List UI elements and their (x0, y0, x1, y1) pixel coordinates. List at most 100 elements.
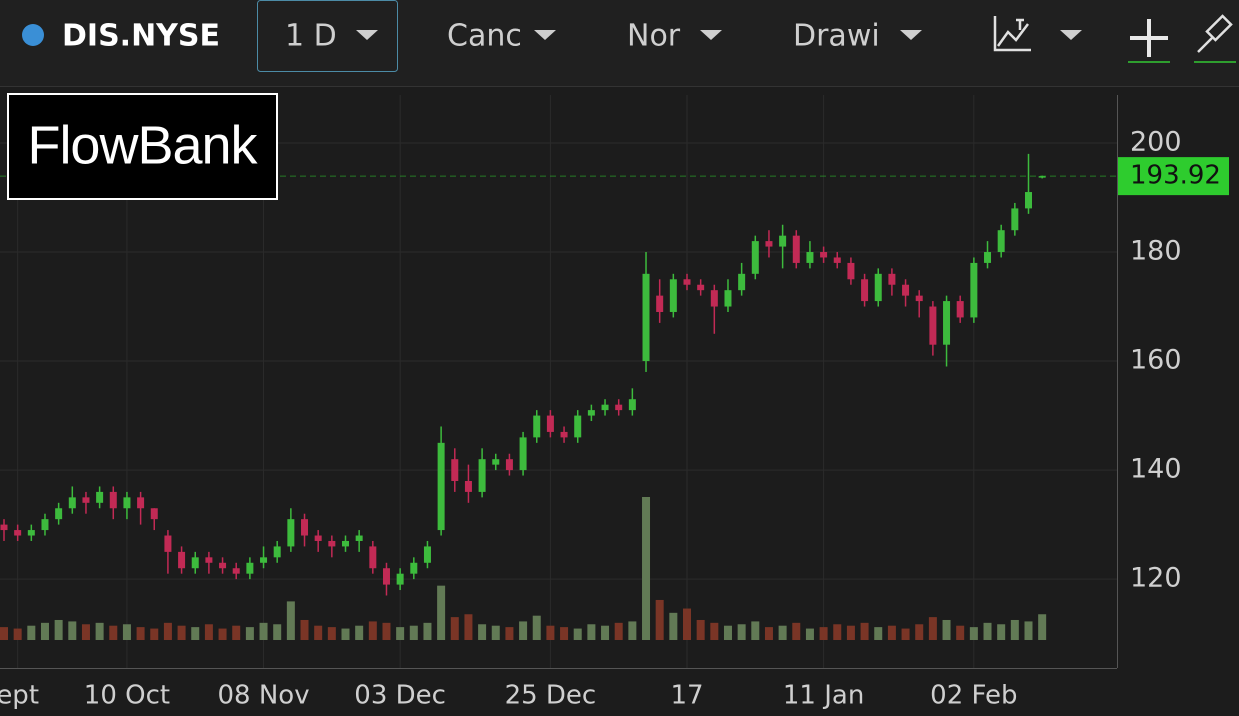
volume-bar (355, 625, 364, 640)
candle-body (683, 279, 691, 285)
caret[interactable] (900, 30, 922, 40)
volume-bar (683, 608, 691, 640)
candle-body (328, 540, 336, 547)
volume-bar (915, 624, 924, 640)
volume-bar (1038, 614, 1047, 640)
candle-body (382, 568, 390, 585)
volume-bar (669, 612, 678, 640)
volume-bar (218, 628, 227, 640)
candle-body (929, 306, 937, 345)
volume-bar (204, 624, 213, 640)
x-tick-label: 02 Feb (930, 681, 1017, 711)
volume-bar (628, 621, 637, 640)
candle-body (546, 415, 554, 432)
candle-body (738, 273, 746, 291)
caret[interactable] (356, 30, 378, 40)
candle-body (150, 508, 158, 520)
volume-bar (478, 624, 487, 640)
volume-bar (819, 627, 828, 640)
volume-bar (54, 619, 63, 640)
candle-body (779, 235, 787, 247)
volume-bar (983, 622, 992, 640)
candle-body (1011, 208, 1019, 231)
candle-body (628, 399, 636, 411)
candle-body (847, 262, 855, 280)
candle-body (943, 301, 951, 345)
hammer-icon[interactable] (1197, 14, 1233, 53)
volume-bar (437, 585, 446, 640)
y-tick-label: 140 (1130, 454, 1182, 485)
candle-body (246, 562, 254, 574)
candle-body (451, 459, 459, 481)
chart-style[interactable]: Canc (447, 19, 522, 54)
volume-bar (696, 619, 705, 640)
add-icon[interactable] (1130, 19, 1168, 57)
volume-bar (573, 628, 582, 640)
candle-body (232, 568, 240, 574)
caret[interactable] (534, 30, 556, 40)
volume-bar (655, 599, 664, 640)
candle-body (396, 573, 404, 585)
volume-bar (396, 627, 405, 640)
candle-body (984, 252, 992, 263)
volume-bar (792, 622, 801, 640)
status-dot (22, 24, 44, 46)
volume-bar (95, 622, 104, 640)
candle-body (669, 279, 677, 312)
interval-box[interactable] (257, 0, 398, 72)
candle-body (260, 557, 268, 563)
candle-body (765, 241, 773, 247)
candle-body (1038, 176, 1046, 178)
scale-mode[interactable]: Nor (627, 19, 681, 54)
candle-body (956, 301, 964, 318)
candle-body (874, 273, 882, 302)
volume-bar (450, 617, 459, 640)
candle-body (997, 230, 1005, 253)
candle-body (423, 546, 431, 563)
drawing-menu[interactable]: Drawi (793, 19, 880, 54)
volume-bar (136, 627, 145, 640)
caret[interactable] (1060, 30, 1082, 40)
candle-body (519, 437, 527, 471)
volume-bar (874, 627, 883, 640)
volume-bar (833, 624, 842, 640)
volume-bar (764, 627, 773, 640)
volume-bar (300, 619, 309, 640)
candle-body (792, 235, 800, 263)
volume-bar (956, 625, 965, 640)
symbol[interactable]: DIS.NYSE (62, 19, 220, 54)
volume-bar (969, 627, 978, 640)
candle-body (915, 295, 923, 302)
indicator-icon[interactable] (993, 16, 1031, 52)
candle-body (205, 557, 213, 563)
candle-body (191, 557, 199, 569)
volume-bar (751, 621, 760, 640)
volume-bar (778, 625, 787, 640)
last-price-label: 193.92 (1130, 161, 1221, 191)
candle-body (587, 410, 595, 416)
logo-box (7, 93, 278, 200)
candle-body (178, 551, 186, 569)
candle-body (970, 262, 978, 318)
candle-body (574, 415, 582, 438)
volume-bar (928, 617, 937, 640)
candle-body (273, 546, 281, 558)
candle-body (806, 252, 814, 263)
volume-bar (314, 625, 323, 640)
candle-body (0, 524, 8, 531)
candle-body (1025, 192, 1032, 209)
volume-bar (232, 625, 241, 640)
candle-body (342, 540, 349, 547)
volume-bar (122, 624, 131, 640)
volume-bar (81, 624, 90, 640)
volume-bar (327, 627, 336, 640)
candle-body (902, 284, 910, 296)
x-tick-label: 03 Dec (354, 681, 446, 711)
x-tick-label: 25 Dec (505, 681, 597, 711)
volume-bar (997, 624, 1006, 640)
interval[interactable]: 1 D (285, 19, 337, 54)
caret[interactable] (700, 30, 722, 40)
candle-body (82, 497, 90, 503)
toolbar (0, 0, 1239, 86)
volume-bar (601, 625, 610, 640)
